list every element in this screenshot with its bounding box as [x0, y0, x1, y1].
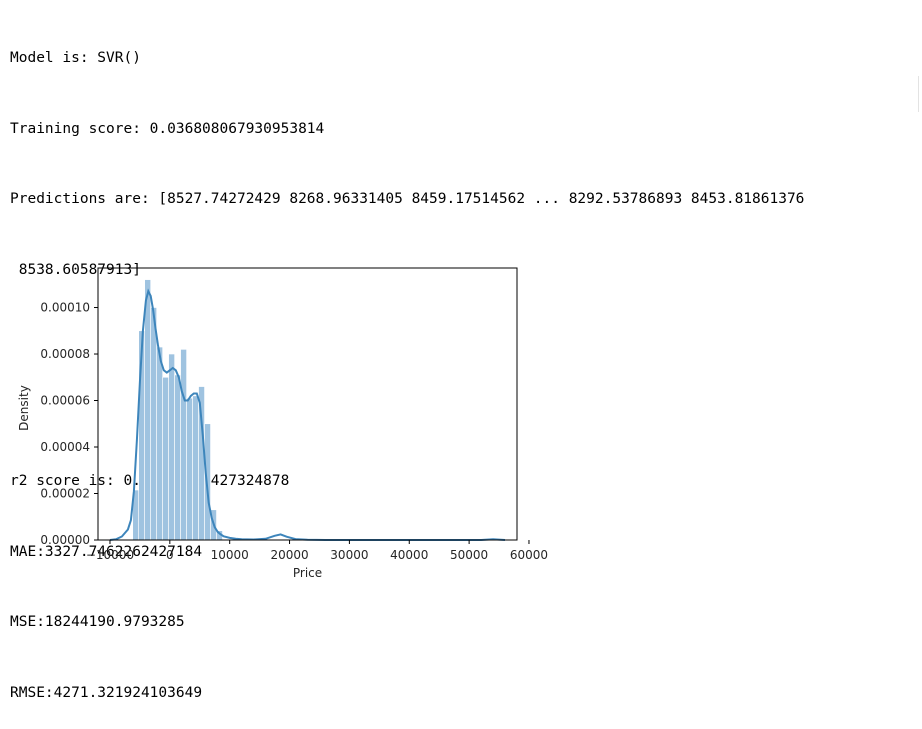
output-line-predictions-cont: 8538.60587913]	[10, 261, 141, 278]
histogram-bar	[186, 397, 193, 541]
y-tick-label: 0.00008	[40, 347, 90, 361]
output-line-mae: MAE:3327.7462262427184	[10, 543, 203, 560]
y-axis-ticks: 0.00000 0.00002 0.00004 0.00006 0.00008 0.000…	[40, 301, 98, 547]
density-histogram-chart: −10000 0 10000 20000 30000 40000 50000 60000 0.…	[17, 267, 548, 580]
histogram-bar	[168, 353, 175, 541]
x-tick-label: 10000	[211, 548, 249, 562]
output-line-rmse: RMSE:4271.321924103649	[10, 684, 203, 701]
x-tick-label: 50000	[450, 548, 488, 562]
y-axis-label: Density	[17, 385, 31, 431]
x-tick-label: 40000	[390, 548, 428, 562]
y-tick-label: 0.00000	[40, 533, 90, 547]
x-tick-label: 30000	[330, 548, 368, 562]
histogram-bar	[150, 307, 157, 541]
output-line-mse: MSE:18244190.9793285	[10, 614, 185, 630]
output-scroll-edge	[918, 76, 919, 112]
y-tick-label: 0.00010	[40, 301, 90, 315]
histogram-bar	[174, 374, 181, 541]
y-tick-label: 0.00002	[40, 487, 90, 501]
output-line-predictions: Predictions are: [8527.74272429 8268.963…	[10, 191, 805, 207]
x-tick-label: 60000	[510, 548, 548, 562]
output-line-training-score: Training score: 0.036808067930953814	[10, 120, 325, 137]
histogram-bar	[180, 349, 187, 541]
x-axis-label: Price	[293, 566, 322, 580]
x-tick-label: −10000	[86, 548, 134, 562]
histogram-bar	[192, 395, 199, 541]
histogram-bar	[162, 376, 169, 541]
x-tick-label: 20000	[270, 548, 308, 562]
x-tick-label: 0	[166, 548, 174, 562]
x-axis-ticks: −10000 0 10000 20000 30000 40000 50000 60000	[86, 540, 548, 562]
histogram-bar	[156, 346, 163, 541]
histogram-bar	[144, 279, 151, 541]
y-tick-label: 0.00004	[40, 440, 90, 454]
plot-frame	[97, 267, 518, 541]
y-tick-label: 0.00006	[40, 394, 90, 408]
output-line-model: Model is: SVR()	[10, 50, 141, 66]
